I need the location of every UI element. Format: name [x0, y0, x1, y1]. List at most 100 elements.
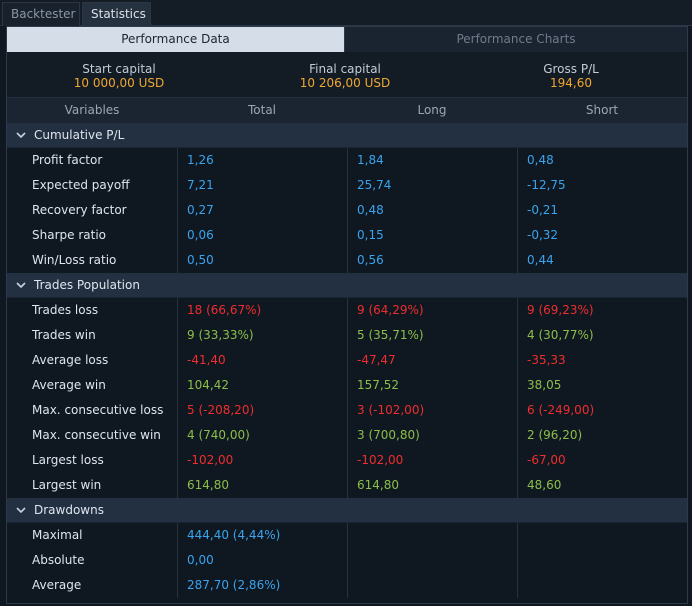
table-row: Expected payoff 7,21 25,74 -12,75: [7, 173, 687, 198]
cell-short: 0,48: [517, 148, 687, 173]
gross-pl-value: 194,60: [471, 76, 671, 90]
cell-total: 0,27: [177, 198, 347, 223]
row-label: Trades loss: [32, 298, 98, 323]
row-label: Max. consecutive win: [32, 423, 161, 448]
subtab-performance-charts[interactable]: Performance Charts: [345, 27, 687, 52]
row-label: Largest loss: [32, 448, 104, 473]
cell-total: 0,50: [177, 248, 347, 273]
cell-total: -41,40: [177, 348, 347, 373]
table-row: Max. consecutive win 4 (740,00) 3 (700,8…: [7, 423, 687, 448]
section-drawdowns[interactable]: Drawdowns: [7, 498, 687, 523]
cell-long: [347, 573, 517, 598]
cell-long: 9 (64,29%): [347, 298, 517, 323]
cell-short: 2 (96,20): [517, 423, 687, 448]
row-label: Expected payoff: [32, 173, 129, 198]
start-capital: Start capital 10 000,00 USD: [19, 62, 219, 90]
cell-long: 3 (-102,00): [347, 398, 517, 423]
cell-long: -102,00: [347, 448, 517, 473]
cell-short: [517, 573, 687, 598]
table-row: Largest loss -102,00 -102,00 -67,00: [7, 448, 687, 473]
cell-total: 0,06: [177, 223, 347, 248]
section-trades-population[interactable]: Trades Population: [7, 273, 687, 298]
column-short: Short: [517, 98, 687, 123]
cell-short: -0,32: [517, 223, 687, 248]
row-label: Recovery factor: [32, 198, 127, 223]
column-total: Total: [177, 98, 347, 123]
table-row: Average 287,70 (2,86%): [7, 573, 687, 598]
column-long: Long: [347, 98, 517, 123]
start-capital-label: Start capital: [19, 62, 219, 76]
cell-short: -0,21: [517, 198, 687, 223]
row-label: Average loss: [32, 348, 108, 373]
table-row: Maximal 444,40 (4,44%): [7, 523, 687, 548]
cell-long: 614,80: [347, 473, 517, 498]
chevron-down-icon: [15, 128, 27, 142]
table-row: Max. consecutive loss 5 (-208,20) 3 (-10…: [7, 398, 687, 423]
cell-total: 444,40 (4,44%): [177, 523, 347, 548]
cell-short: -67,00: [517, 448, 687, 473]
table-row: Trades win 9 (33,33%) 5 (35,71%) 4 (30,7…: [7, 323, 687, 348]
table-row: Sharpe ratio 0,06 0,15 -0,32: [7, 223, 687, 248]
row-label: Average win: [32, 373, 106, 398]
cell-short: [517, 523, 687, 548]
tab-statistics[interactable]: Statistics: [82, 2, 151, 26]
subtab-performance-data[interactable]: Performance Data: [7, 27, 345, 52]
chevron-down-icon: [15, 278, 27, 292]
row-label: Sharpe ratio: [32, 223, 106, 248]
column-header: Variables Total Long Short: [7, 98, 687, 123]
subtab-bar: Performance Data Performance Charts: [7, 27, 687, 52]
statistics-table: Cumulative P/L Profit factor 1,26 1,84 0…: [7, 123, 687, 598]
cell-total: 4 (740,00): [177, 423, 347, 448]
cell-long: 25,74: [347, 173, 517, 198]
section-title: Drawdowns: [34, 498, 104, 523]
gross-pl-label: Gross P/L: [471, 62, 671, 76]
cell-long: -47,47: [347, 348, 517, 373]
cell-long: [347, 523, 517, 548]
table-row: Average win 104,42 157,52 38,05: [7, 373, 687, 398]
cell-long: 1,84: [347, 148, 517, 173]
row-label: Average: [32, 573, 81, 598]
capital-summary: Start capital 10 000,00 USD Final capita…: [7, 52, 687, 98]
cell-total: 7,21: [177, 173, 347, 198]
cell-total: 1,26: [177, 148, 347, 173]
statistics-panel: Performance Data Performance Charts Star…: [6, 26, 688, 604]
cell-total: 614,80: [177, 473, 347, 498]
table-row: Recovery factor 0,27 0,48 -0,21: [7, 198, 687, 223]
cell-short: [517, 548, 687, 573]
cell-long: 157,52: [347, 373, 517, 398]
top-tab-bar: Backtester Statistics: [0, 0, 692, 26]
section-title: Cumulative P/L: [34, 123, 124, 148]
section-title: Trades Population: [34, 273, 140, 298]
cell-long: 0,15: [347, 223, 517, 248]
cell-short: -35,33: [517, 348, 687, 373]
row-label: Maximal: [32, 523, 83, 548]
table-row: Win/Loss ratio 0,50 0,56 0,44: [7, 248, 687, 273]
final-capital-value: 10 206,00 USD: [245, 76, 445, 90]
row-label: Profit factor: [32, 148, 102, 173]
cell-short: 48,60: [517, 473, 687, 498]
cell-short: -12,75: [517, 173, 687, 198]
cell-total: 0,00: [177, 548, 347, 573]
cell-total: 104,42: [177, 373, 347, 398]
table-row: Trades loss 18 (66,67%) 9 (64,29%) 9 (69…: [7, 298, 687, 323]
cell-total: -102,00: [177, 448, 347, 473]
table-row: Absolute 0,00: [7, 548, 687, 573]
cell-long: 0,56: [347, 248, 517, 273]
cell-short: 9 (69,23%): [517, 298, 687, 323]
cell-short: 38,05: [517, 373, 687, 398]
row-label: Absolute: [32, 548, 84, 573]
start-capital-value: 10 000,00 USD: [19, 76, 219, 90]
section-cumulative-pl[interactable]: Cumulative P/L: [7, 123, 687, 148]
column-variables: Variables: [7, 98, 177, 123]
cell-short: 0,44: [517, 248, 687, 273]
cell-short: 4 (30,77%): [517, 323, 687, 348]
cell-total: 9 (33,33%): [177, 323, 347, 348]
cell-total: 5 (-208,20): [177, 398, 347, 423]
table-row: Largest win 614,80 614,80 48,60: [7, 473, 687, 498]
cell-long: [347, 548, 517, 573]
cell-long: 5 (35,71%): [347, 323, 517, 348]
final-capital-label: Final capital: [245, 62, 445, 76]
cell-total: 18 (66,67%): [177, 298, 347, 323]
row-label: Trades win: [32, 323, 96, 348]
tab-backtester[interactable]: Backtester: [2, 2, 80, 26]
